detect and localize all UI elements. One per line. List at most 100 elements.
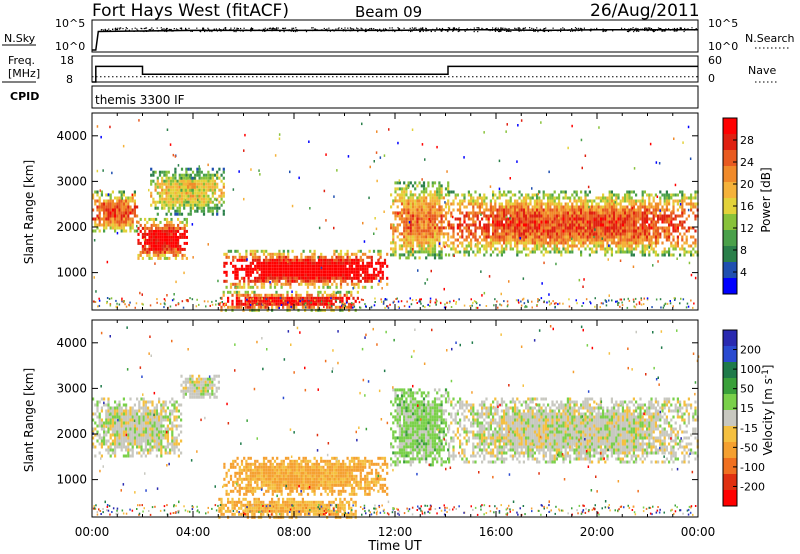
echo-cell <box>683 193 686 197</box>
echo-cell <box>690 250 693 254</box>
scatter-cell <box>386 305 388 308</box>
nsky-point <box>283 27 285 30</box>
echo-cell <box>120 217 123 221</box>
nsky-point <box>461 29 463 31</box>
nsky-point <box>649 27 651 29</box>
echo-cell <box>403 217 406 221</box>
echo-cell <box>659 214 662 218</box>
scatter-cell <box>555 302 557 305</box>
echo-cell <box>575 217 578 221</box>
nsky-point <box>360 27 362 29</box>
nsky-point <box>628 29 630 31</box>
nsky-point <box>451 28 453 31</box>
echo-cell <box>641 205 644 209</box>
echo-cell <box>485 196 488 200</box>
echo-cell <box>522 217 525 221</box>
echo-cell <box>418 232 421 236</box>
echo-cell <box>202 185 206 189</box>
echo-cell <box>174 194 177 198</box>
echo-cell <box>665 214 668 218</box>
echo-cell <box>654 229 657 233</box>
echo-cell <box>575 244 578 248</box>
echo-cell <box>394 187 397 191</box>
nsky-point <box>105 29 107 31</box>
nsky-point <box>328 29 330 31</box>
echo-cell <box>687 214 690 218</box>
echo-cell <box>309 264 312 268</box>
echo-cell <box>235 293 238 297</box>
echo-cell <box>573 211 576 215</box>
echo-cell <box>345 305 348 309</box>
echo-cell <box>450 214 453 218</box>
echo-cell <box>520 235 523 239</box>
echo-cell <box>630 253 633 257</box>
echo-cell <box>247 282 250 286</box>
scatter-cell <box>110 297 113 300</box>
echo-cell <box>165 185 168 189</box>
nsky-point <box>660 28 662 30</box>
echo-cell <box>542 217 545 221</box>
nsky-point <box>185 27 187 29</box>
nsky-point <box>568 29 570 31</box>
nsky-point <box>416 29 418 31</box>
echo-cell <box>163 253 166 257</box>
echo-cell <box>661 229 664 233</box>
echo-cell <box>287 273 290 277</box>
nsky-point <box>684 29 686 31</box>
echo-cell <box>405 214 408 218</box>
scatter-cell <box>185 299 188 302</box>
echo-cell <box>356 296 359 300</box>
echo-cell <box>529 226 532 230</box>
echo-cell <box>304 276 307 280</box>
echo-cell <box>262 273 266 277</box>
echo-cell <box>630 232 633 236</box>
echo-cell <box>298 273 301 277</box>
echo-cell <box>637 217 640 221</box>
echo-cell <box>440 223 443 227</box>
echo-cell <box>161 235 164 239</box>
echo-cell <box>144 229 147 233</box>
echo-cell <box>207 194 210 198</box>
echo-cell <box>448 208 451 212</box>
echo-cell <box>624 235 627 239</box>
echo-cell <box>551 208 554 212</box>
echo-cell <box>628 211 631 215</box>
echo-cell <box>302 261 305 265</box>
echo-cell <box>463 238 466 242</box>
echo-cell <box>586 211 589 215</box>
echo-cell <box>287 261 290 265</box>
echo-cell <box>509 190 512 194</box>
echo-cell <box>531 223 534 227</box>
echo-cell <box>299 296 302 300</box>
echo-cell <box>474 199 477 203</box>
scatter-cell <box>384 306 386 309</box>
echo-cell <box>242 302 245 306</box>
scatter-cell <box>359 306 361 309</box>
echo-cell <box>507 238 510 242</box>
echo-cell <box>407 256 410 260</box>
echo-cell <box>222 167 225 171</box>
echo-cell <box>555 238 558 242</box>
echo-cell <box>273 282 277 286</box>
echo-cell <box>258 267 261 271</box>
echo-cell <box>509 211 512 215</box>
echo-cell <box>169 212 173 216</box>
echo-cell <box>569 250 572 254</box>
echo-cell <box>94 223 97 227</box>
scatter-cell <box>382 302 385 305</box>
echo-cell <box>500 226 503 230</box>
echo-cell <box>271 276 274 280</box>
echo-cell <box>269 264 272 268</box>
echo-cell <box>637 214 640 218</box>
scatter-cell <box>646 298 649 301</box>
echo-cell <box>646 229 649 233</box>
echo-cell <box>313 249 316 253</box>
echo-cell <box>588 235 591 239</box>
echo-cell <box>520 214 523 218</box>
echo-cell <box>364 270 367 274</box>
echo-cell <box>685 235 688 239</box>
scatter-cell <box>187 300 189 303</box>
echo-cell <box>690 199 693 203</box>
echo-cell <box>533 223 536 227</box>
echo-cell <box>238 279 241 283</box>
